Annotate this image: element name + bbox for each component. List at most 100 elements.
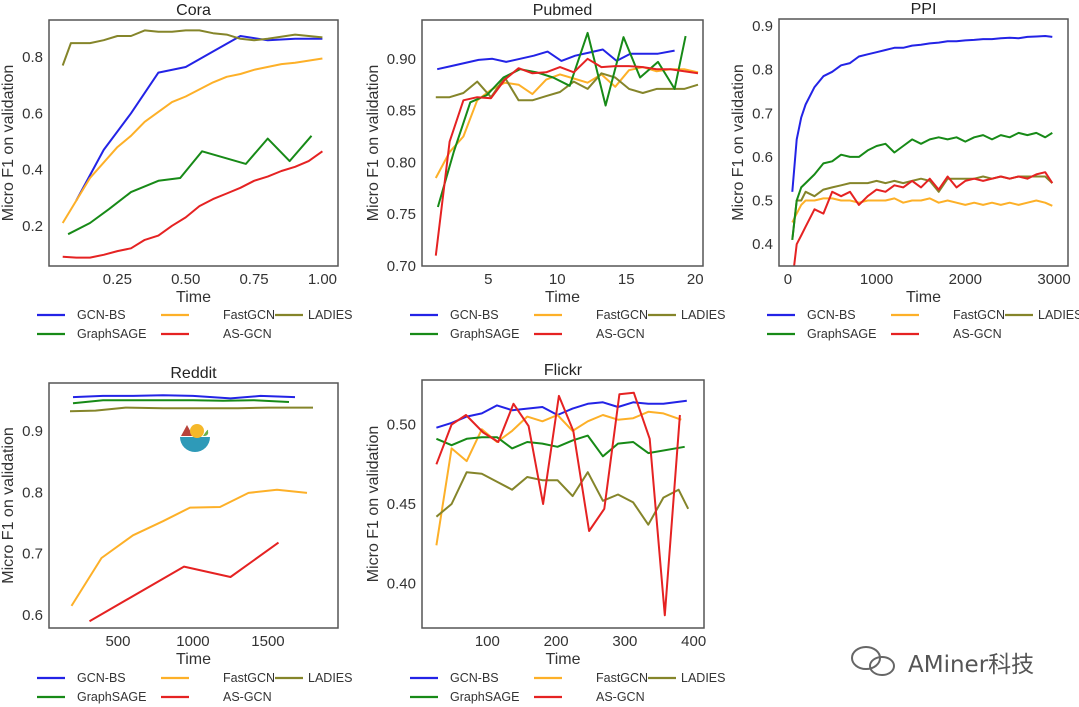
series-line-graphsage — [72, 399, 290, 405]
legend-label: AS-GCN — [223, 327, 272, 341]
x-tick-label: 1.00 — [308, 271, 337, 288]
y-tick-label: 0.80 — [387, 154, 416, 171]
y-tick-label: 0.8 — [22, 49, 43, 66]
y-tick-label: 0.4 — [22, 162, 43, 179]
legend-item-graphsage: GraphSAGE — [410, 690, 519, 704]
chart-title: Cora — [176, 2, 211, 19]
series-line-graphsage — [67, 135, 313, 236]
legend-label: FastGCN — [596, 308, 648, 322]
legend: GCN-BS FastGCN LADIES GraphSAGE AS-GCN — [410, 671, 725, 704]
legend-label: FastGCN — [223, 308, 275, 322]
legend-label: GraphSAGE — [450, 327, 519, 341]
legend-item-as-gcn: AS-GCN — [161, 327, 272, 341]
series-line-graphsage — [436, 31, 687, 208]
legend-label: GraphSAGE — [77, 690, 146, 704]
legend-item-graphsage: GraphSAGE — [410, 327, 519, 341]
legend: GCN-BS FastGCN LADIES GraphSAGE AS-GCN — [37, 671, 352, 704]
legend: GCN-BS FastGCN LADIES GraphSAGE AS-GCN — [767, 308, 1079, 341]
series-line-as-gcn — [434, 57, 699, 256]
panel-cora: Cora 0.25 0.50 0.75 1.00 0.2 0.4 0.6 0.8 Time Micr… — [0, 2, 352, 341]
series-line-ladies — [435, 471, 690, 526]
legend-label: GraphSAGE — [450, 690, 519, 704]
y-tick-label: 0.90 — [387, 51, 416, 68]
x-tick-label: 5 — [484, 271, 492, 288]
series-line-ladies — [61, 29, 323, 66]
x-tick-label: 0.75 — [239, 271, 268, 288]
series-line-graphsage — [791, 131, 1053, 240]
chart-title: Pubmed — [533, 2, 593, 19]
x-tick-label: 1000 — [176, 633, 209, 650]
y-axis-label: Micro F1 on validation — [730, 64, 747, 221]
legend-item-graphsage: GraphSAGE — [767, 327, 876, 341]
series-line-ladies — [69, 406, 313, 413]
legend-item-gcn-bs: GCN-BS — [410, 671, 499, 685]
legend-item-fastgcn: FastGCN — [161, 308, 275, 322]
y-tick-label: 0.6 — [752, 149, 773, 166]
series-line-fastgcn — [791, 197, 1053, 223]
series-line-gcn-bs — [791, 35, 1053, 192]
panel-reddit: Reddit 500 1000 1500 0.6 0.7 0.8 0.9 Time Micro F… — [0, 365, 352, 704]
y-tick-label: 0.4 — [752, 236, 773, 253]
legend-item-graphsage: GraphSAGE — [37, 690, 146, 704]
legend-item-fastgcn: FastGCN — [534, 671, 648, 685]
panel-ppi: PPI 0 1000 2000 3000 0.4 0.5 0.6 0.7 0.8 0.9 Time Mi… — [730, 1, 1079, 341]
series-line-ladies — [435, 72, 699, 102]
chart-title: Flickr — [544, 362, 583, 379]
y-tick-label: 0.40 — [387, 575, 416, 592]
y-axis-label: Micro F1 on validation — [0, 65, 17, 222]
aminer-watermark: AMiner科技 — [908, 652, 1035, 678]
legend-item-as-gcn: AS-GCN — [534, 327, 645, 341]
x-tick-label: 10 — [549, 271, 566, 288]
y-tick-label: 0.70 — [387, 258, 416, 275]
legend-label: AS-GCN — [596, 690, 645, 704]
x-axis-label: Time — [176, 289, 211, 306]
legend-label: AS-GCN — [953, 327, 1002, 341]
legend-label: LADIES — [308, 308, 352, 322]
x-axis-label: Time — [545, 289, 580, 306]
legend-label: GCN-BS — [450, 308, 499, 322]
legend-item-ladies: LADIES — [275, 308, 352, 322]
series-line-as-gcn — [793, 171, 1054, 267]
legend-item-as-gcn: AS-GCN — [161, 690, 272, 704]
legend-item-as-gcn: AS-GCN — [891, 327, 1002, 341]
chart-title: PPI — [911, 1, 937, 18]
x-tick-label: 400 — [681, 633, 706, 650]
plot-frame — [421, 379, 705, 629]
legend-label: FastGCN — [223, 671, 275, 685]
legend-label: FastGCN — [596, 671, 648, 685]
plot-frame — [778, 18, 1069, 267]
legend-label: GCN-BS — [77, 308, 126, 322]
y-axis-label: Micro F1 on validation — [365, 426, 382, 583]
series-line-as-gcn — [62, 150, 323, 259]
x-axis-label: Time — [546, 651, 581, 668]
y-axis-label: Micro F1 on validation — [365, 65, 382, 222]
x-tick-label: 0 — [784, 271, 792, 288]
legend-item-ladies: LADIES — [1005, 308, 1079, 322]
legend-item-gcn-bs: GCN-BS — [410, 308, 499, 322]
x-tick-label: 300 — [612, 633, 637, 650]
legend-label: LADIES — [681, 671, 725, 685]
panel-flickr: Flickr 100 200 300 400 0.40 0.45 0.50 Time Micro … — [365, 362, 725, 704]
legend-item-ladies: LADIES — [648, 671, 725, 685]
legend-label: AS-GCN — [223, 690, 272, 704]
wechat-icon — [851, 646, 895, 676]
legend-label: GraphSAGE — [77, 327, 146, 341]
plot-frame — [421, 19, 704, 267]
y-tick-label: 0.9 — [752, 18, 773, 35]
plot-frame — [48, 19, 339, 267]
legend-item-as-gcn: AS-GCN — [534, 690, 645, 704]
x-axis-label: Time — [906, 289, 941, 306]
legend-item-gcn-bs: GCN-BS — [37, 671, 126, 685]
y-tick-label: 0.6 — [22, 607, 43, 624]
y-axis-label: Micro F1 on validation — [0, 427, 17, 584]
bowl-logo — [180, 424, 210, 452]
legend: GCN-BS FastGCN LADIES GraphSAGE AS-GCN — [37, 308, 352, 341]
x-tick-label: 100 — [475, 633, 500, 650]
legend-label: GCN-BS — [77, 671, 126, 685]
x-tick-label: 1000 — [860, 271, 893, 288]
legend-item-fastgcn: FastGCN — [891, 308, 1005, 322]
y-tick-label: 0.7 — [752, 105, 773, 122]
legend-label: FastGCN — [953, 308, 1005, 322]
y-tick-label: 0.45 — [387, 496, 416, 513]
